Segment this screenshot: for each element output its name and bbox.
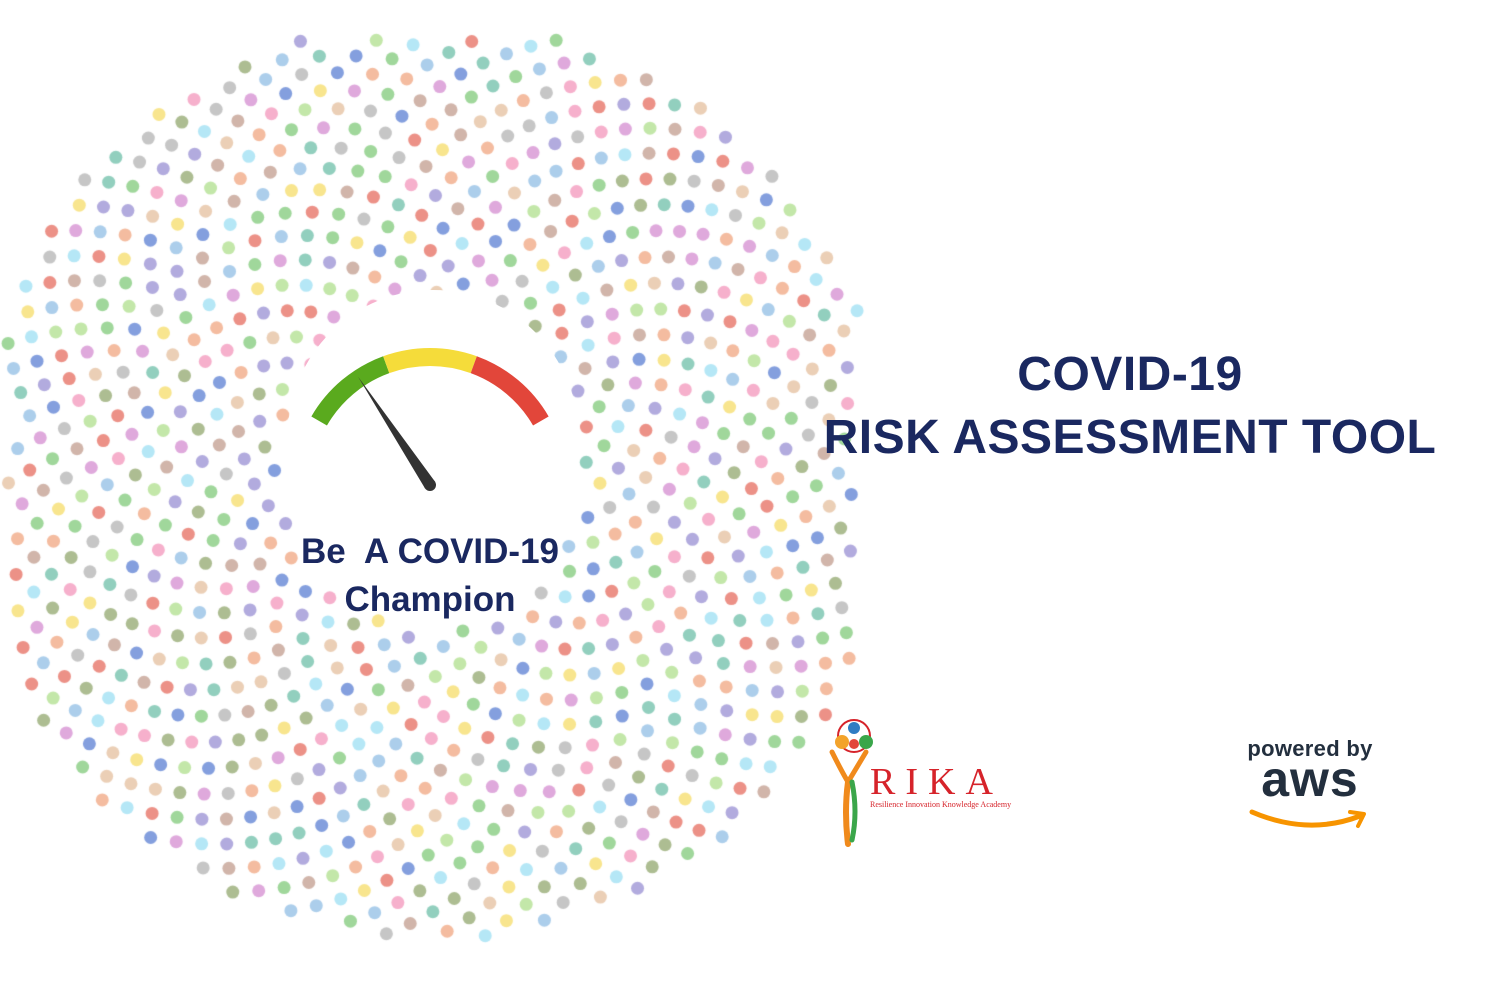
powered-by-aws-logo: powered by aws <box>1230 736 1390 846</box>
gauge-segment-low <box>311 356 390 426</box>
aws-powered-by-text: powered by <box>1247 736 1373 761</box>
gauge-segment-medium <box>383 348 477 374</box>
risk-gauge <box>311 348 549 491</box>
rika-tagline: Resilience Innovation Knowledge Academy <box>870 800 1012 809</box>
gauge-needle <box>358 376 436 491</box>
slogan-line-1: Be A COVID-19 <box>300 532 560 571</box>
aws-wordmark: aws <box>1261 751 1359 807</box>
title-line-1: COVID-19 <box>1017 348 1243 401</box>
gauge-needle-hub <box>424 479 436 491</box>
gauge-center-backdrop <box>288 290 578 580</box>
rika-logo-icon <box>829 719 873 847</box>
gauge-segment-high <box>470 356 549 426</box>
champion-slogan: Be A COVID-19 Champion <box>240 528 620 624</box>
aws-smile-arrow-icon <box>1249 809 1366 828</box>
rika-wordmark: RIKA <box>870 761 1003 803</box>
gauge-needle-blade <box>358 376 435 489</box>
slogan-line-2: Champion <box>344 580 516 619</box>
title-line-2: RISK ASSESSMENT TOOL <box>823 411 1437 464</box>
page-title: COVID-19 RISK ASSESSMENT TOOL <box>770 342 1490 468</box>
